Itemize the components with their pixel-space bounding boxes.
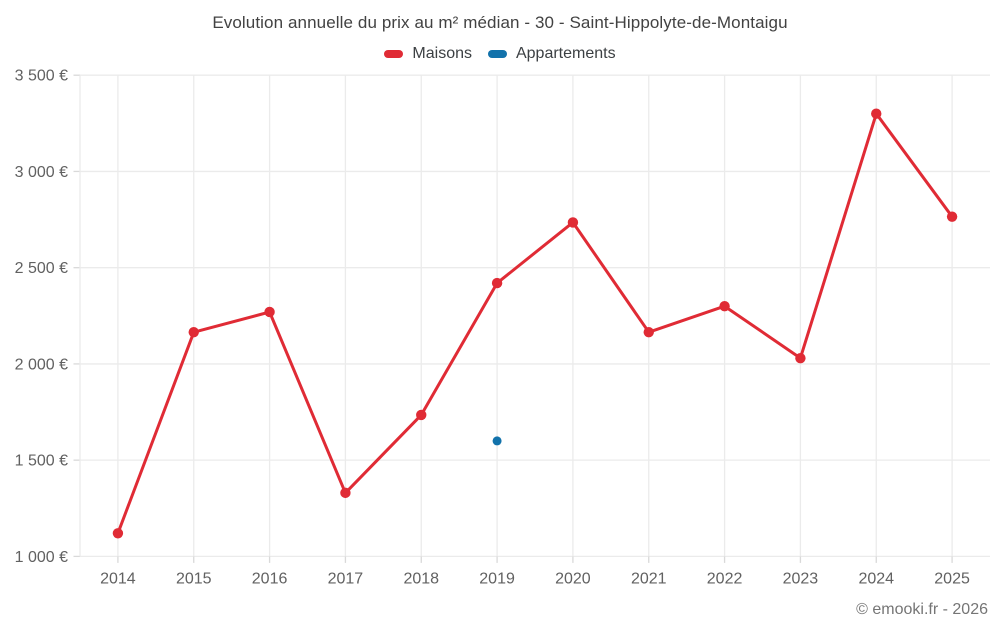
x-tick-label: 2018 (403, 570, 439, 587)
maisons-point-2024[interactable] (871, 108, 882, 119)
y-tick-label: 2 000 € (15, 356, 68, 373)
legend-label: Maisons (412, 45, 472, 62)
series-line-maisons (116, 112, 954, 535)
x-tick-label: 2017 (328, 570, 364, 587)
x-tick-label: 2019 (479, 570, 515, 587)
maisons-point-2014[interactable] (112, 528, 124, 539)
maisons-point-2020[interactable] (567, 217, 579, 228)
x-tick-label: 2020 (555, 570, 591, 587)
x-tick-label: 2023 (783, 570, 819, 587)
appartements-point-2019[interactable] (492, 436, 502, 446)
maisons-point-2019[interactable] (491, 277, 503, 289)
x-tick-label: 2016 (252, 570, 288, 587)
y-tick-label: 2 500 € (15, 260, 68, 277)
maisons-point-2021[interactable] (643, 326, 654, 338)
y-tick-label: 1 500 € (15, 453, 68, 470)
legend-swatch-maisons (384, 50, 404, 58)
maisons-point-2017[interactable] (340, 487, 351, 499)
x-tick-label: 2022 (707, 570, 743, 587)
legend-item-appartements[interactable]: Appartements (487, 45, 616, 63)
legend: Maisons Appartements (0, 45, 1000, 63)
legend-swatch-appartements (487, 50, 507, 58)
chart-title: Evolution annuelle du prix au m² médian … (212, 13, 788, 32)
maisons-point-2023[interactable] (795, 352, 806, 364)
copyright-footer: © emooki.fr - 2026 (856, 601, 988, 618)
maisons-point-2016[interactable] (264, 306, 275, 318)
maisons-point-2022[interactable] (719, 300, 730, 312)
y-tick-label: 3 000 € (15, 164, 68, 181)
x-tick-label: 2021 (631, 570, 667, 587)
maisons-point-2025[interactable] (946, 211, 958, 222)
y-tick-label: 3 500 € (15, 68, 68, 85)
legend-label: Appartements (515, 45, 616, 62)
x-tick-label: 2015 (176, 570, 212, 587)
legend-item-maisons[interactable]: Maisons (384, 45, 472, 63)
x-tick-label: 2025 (934, 570, 970, 587)
maisons-point-2015[interactable] (188, 326, 199, 338)
y-tick-label: 1 000 € (15, 549, 68, 566)
maisons-point-2018[interactable] (416, 409, 427, 421)
x-tick-label: 2014 (100, 570, 136, 587)
x-tick-label: 2024 (858, 570, 894, 587)
